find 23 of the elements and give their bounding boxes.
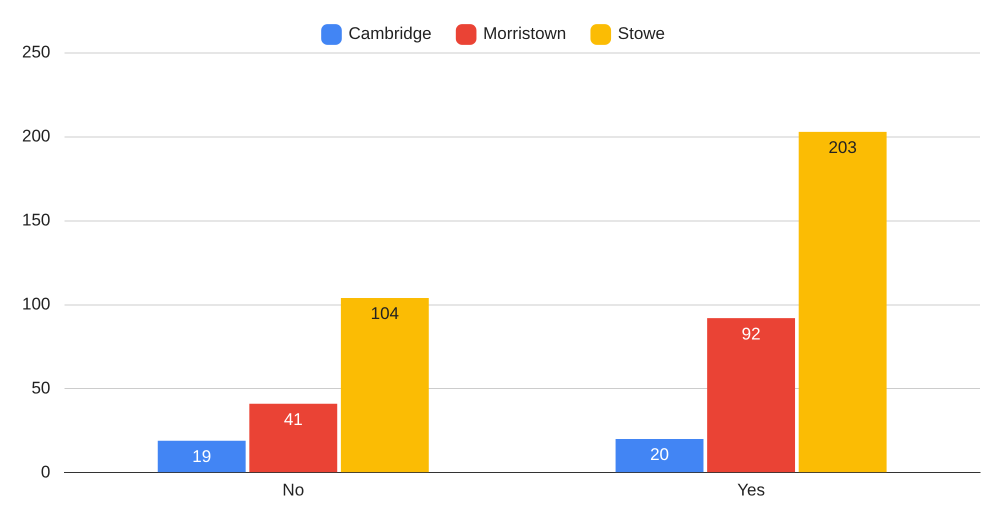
legend-label: Morristown [483,24,566,44]
y-tick-label: 50 [31,378,50,398]
data-label: 104 [370,304,400,324]
bar [249,404,338,472]
legend-label: Cambridge [348,24,432,44]
y-tick-label: 250 [22,42,50,62]
y-tick-label: 100 [22,294,50,314]
data-label: 203 [828,138,857,158]
y-tick-label: 150 [22,210,50,230]
bar [707,318,796,472]
x-tick-label: No [282,480,304,500]
bar [798,132,887,472]
bar [616,439,704,472]
data-label: 41 [284,410,303,429]
bar [340,298,429,472]
data-label: 92 [742,324,761,344]
y-tick-label: 0 [40,462,50,482]
legend-label: Stowe [618,24,666,44]
data-label: 19 [192,446,212,466]
data-label: 20 [650,445,669,464]
x-tick-label: Yes [737,480,765,500]
y-tick-label: 200 [22,126,50,146]
bar [158,440,246,472]
